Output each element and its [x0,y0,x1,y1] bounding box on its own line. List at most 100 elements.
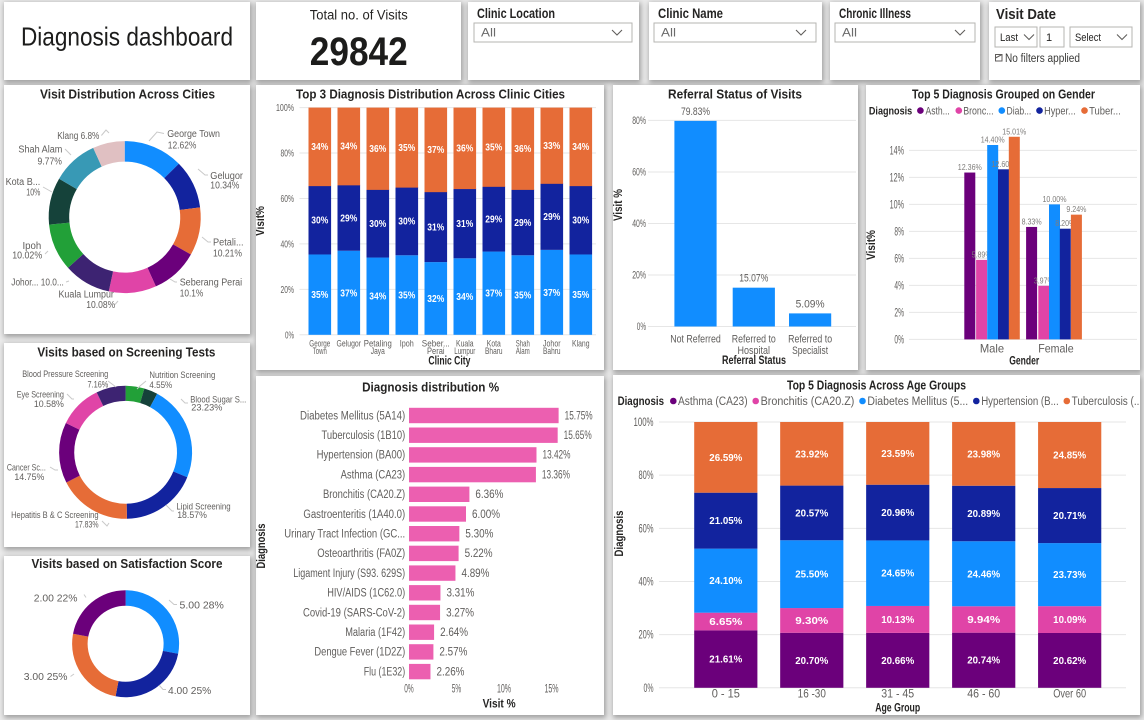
svg-text:2.57%: 2.57% [439,646,467,658]
svg-text:30%: 30% [369,218,387,230]
svg-text:Clinic Location: Clinic Location [477,6,555,21]
svg-text:Diagnosis dashboard: Diagnosis dashboard [21,22,233,52]
svg-text:Asthma (CA23): Asthma (CA23) [678,396,748,408]
svg-text:12.62%: 12.62% [168,140,197,151]
svg-text:Bahru: Bahru [543,346,561,356]
svg-text:Specialist: Specialist [792,345,828,357]
svg-text:Klang: Klang [572,338,590,348]
svg-text:Age Group: Age Group [875,702,920,714]
svg-text:Ligament Injury (S93. 629S): Ligament Injury (S93. 629S) [293,567,405,579]
svg-text:100%: 100% [276,102,294,114]
svg-text:26.59%: 26.59% [709,451,743,463]
svg-text:Klang 6.8%: Klang 6.8% [57,131,99,142]
svg-text:10.34%: 10.34% [210,181,239,192]
svg-text:14.40%: 14.40% [981,135,1005,145]
svg-text:15.01%: 15.01% [1002,126,1026,136]
svg-text:Asthma (CA23): Asthma (CA23) [341,469,406,481]
svg-text:2.26%: 2.26% [436,666,464,678]
svg-text:23.23%: 23.23% [191,402,223,413]
svg-text:Kuala Lumpur: Kuala Lumpur [59,290,115,301]
svg-text:24.65%: 24.65% [881,567,915,579]
svg-text:10.1%: 10.1% [180,289,204,300]
svg-text:4.55%: 4.55% [149,380,172,391]
svg-text:9.30%: 9.30% [795,614,829,626]
svg-text:4%: 4% [894,280,904,292]
svg-text:37%: 37% [543,287,561,299]
svg-text:Top 5 Diagnosis Grouped on Gen: Top 5 Diagnosis Grouped on Gender [912,87,1095,102]
svg-text:0%: 0% [285,329,294,341]
svg-text:15.07%: 15.07% [739,273,768,285]
svg-text:10.02%: 10.02% [12,251,42,262]
svg-text:Hypertension (BA00): Hypertension (BA00) [317,449,406,461]
svg-text:23.73%: 23.73% [1053,569,1087,581]
svg-text:Perai: Perai [427,346,445,356]
svg-text:37%: 37% [427,144,445,156]
svg-text:Diagnosis: Diagnosis [256,523,268,568]
svg-text:Diagnosis: Diagnosis [618,396,664,408]
svg-text:33%: 33% [543,140,561,152]
svg-text:20.96%: 20.96% [881,507,915,519]
svg-text:36%: 36% [456,143,474,155]
svg-text:Visit%: Visit% [866,230,878,260]
svg-text:20.70%: 20.70% [795,654,829,666]
svg-text:0 - 15: 0 - 15 [712,686,740,700]
svg-text:Kota: Kota [487,338,501,348]
svg-text:9.94%: 9.94% [967,613,1001,625]
svg-text:40%: 40% [632,218,646,230]
svg-text:60%: 60% [632,166,646,178]
svg-text:All: All [481,26,496,40]
svg-text:Visit %: Visit % [613,189,625,221]
svg-text:Johor: Johor [543,338,561,348]
svg-text:Lipid Screening: Lipid Screening [176,501,230,512]
svg-text:Covid-19 (SARS-CoV-2): Covid-19 (SARS-CoV-2) [303,607,405,619]
svg-text:35%: 35% [311,289,329,301]
svg-text:Not Referred: Not Referred [670,333,721,345]
svg-text:0%: 0% [637,321,646,333]
svg-text:7.16%: 7.16% [88,379,109,390]
svg-text:Nutrition Screening: Nutrition Screening [149,369,215,380]
svg-text:Bharu: Bharu [485,346,503,356]
svg-text:Visit Distribution Across Citi: Visit Distribution Across Cities [40,87,215,102]
svg-text:29%: 29% [340,212,358,224]
svg-text:25.50%: 25.50% [795,568,829,580]
svg-text:3.97%: 3.97% [1034,275,1054,285]
svg-text:10.58%: 10.58% [34,398,65,409]
svg-text:35%: 35% [572,289,590,301]
svg-text:34%: 34% [456,291,474,303]
svg-text:Blood Pressure Screening: Blood Pressure Screening [22,369,108,380]
svg-text:Gastroenteritis (1A40.0): Gastroenteritis (1A40.0) [303,508,405,520]
svg-text:2.64%: 2.64% [440,627,468,639]
svg-text:15.75%: 15.75% [565,410,593,422]
svg-text:20.71%: 20.71% [1053,510,1087,522]
svg-text:24.85%: 24.85% [1053,449,1087,461]
svg-text:Select: Select [1075,32,1101,44]
svg-text:5.22%: 5.22% [465,548,493,560]
svg-text:George: George [309,338,330,348]
svg-text:Malaria (1F42): Malaria (1F42) [345,627,405,639]
svg-text:Bronc...: Bronc... [963,106,993,118]
svg-text:34%: 34% [369,291,387,303]
svg-text:10.08%: 10.08% [86,300,115,311]
svg-text:Referred to: Referred to [788,333,832,345]
svg-text:Asth...: Asth... [926,106,950,118]
svg-text:6.00%: 6.00% [472,508,500,520]
svg-text:Kuala: Kuala [456,338,474,348]
svg-text:80%: 80% [632,115,646,127]
svg-text:Diabetes Mellitus (5A14): Diabetes Mellitus (5A14) [300,410,405,422]
svg-text:23.98%: 23.98% [967,448,1001,460]
svg-text:3.31%: 3.31% [446,587,474,599]
svg-text:80%: 80% [281,148,295,160]
svg-text:31%: 31% [427,221,445,233]
svg-text:2.00 22%: 2.00 22% [34,593,78,605]
svg-text:15.65%: 15.65% [564,430,592,442]
svg-text:29%: 29% [485,213,503,225]
svg-text:20%: 20% [281,284,295,296]
svg-text:10%: 10% [26,187,40,198]
svg-text:Visits based on Satisfaction S: Visits based on Satisfaction Score [32,556,223,571]
svg-text:Gelugor: Gelugor [337,338,362,348]
svg-text:Gelugor: Gelugor [210,171,243,182]
svg-text:8%: 8% [894,226,904,238]
svg-text:34%: 34% [572,141,590,153]
svg-text:23.92%: 23.92% [795,448,829,460]
svg-text:8.33%: 8.33% [1022,216,1042,226]
